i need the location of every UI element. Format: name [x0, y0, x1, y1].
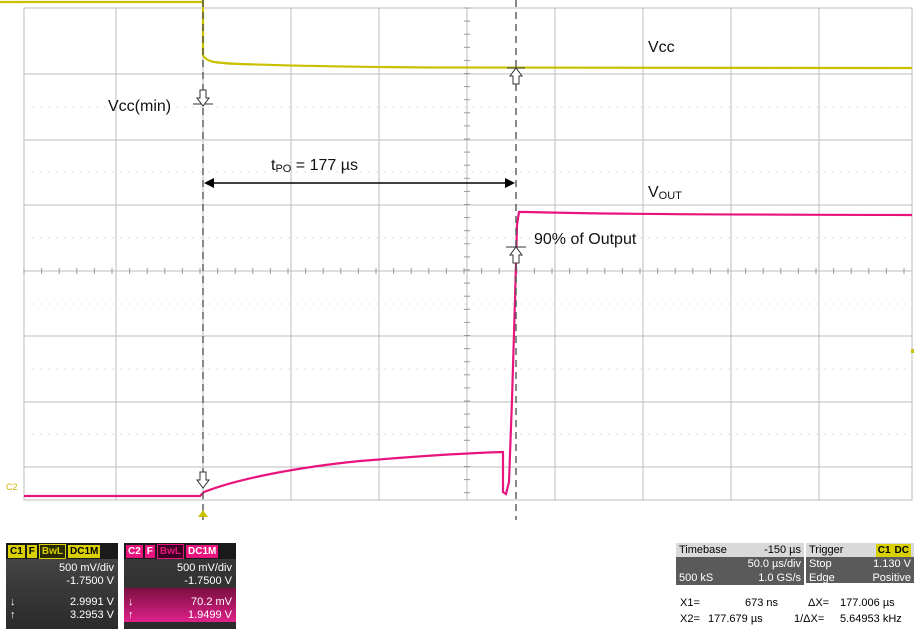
cursor-x2-label: X2= [680, 613, 700, 625]
cursor-dx-label: ΔX= [808, 597, 830, 609]
channel-1-flag-f: F [26, 544, 37, 558]
channel-2-flag-f: F [144, 544, 155, 558]
trigger-panel[interactable]: Trigger C1 DC Stop 1.130 V Edge Positive [806, 543, 914, 583]
tpo-label-main: t [271, 157, 276, 174]
channel-2-header: C2 F BwL DC1M [124, 543, 236, 559]
vout-x1-marker-icon [196, 471, 210, 489]
channel-2-volts-div: 500 mV/div [176, 562, 232, 574]
vout-90-marker-icon [506, 246, 526, 264]
trigger-channel: C1 [875, 544, 893, 557]
trigger-level-icon [911, 349, 914, 353]
c2-edge-tag: C2 [6, 482, 18, 492]
trigger-coupling: DC [892, 544, 911, 557]
vcc-x2-marker-icon [507, 67, 525, 85]
timebase-header: Timebase -150 µs [676, 543, 804, 557]
timebase-panel[interactable]: Timebase -150 µs 50.0 µs/div 500 kS 1.0 … [676, 543, 804, 585]
timebase-rate: 1.0 GS/s [758, 572, 801, 584]
vout-label-main: V [648, 184, 659, 201]
channel-1-tag: C1 [8, 544, 25, 558]
cursor-inv-dx-value: 5.64953 kHz [840, 613, 902, 625]
timebase-label: Timebase [679, 544, 727, 556]
vcc-label: Vcc [648, 39, 675, 56]
channel-1-m1-row: ↓ 2.9991 V [6, 596, 118, 609]
cursor-x1-value: 673 ns [744, 597, 778, 609]
cursor-x2-readout: X2= 177.679 µs 1/ΔX= 5.64953 kHz [680, 613, 914, 625]
tpo-value: = 177 µs [291, 157, 358, 174]
trigger-source: C1 DC [875, 543, 911, 557]
channel-2-bwl: BwL [156, 543, 185, 559]
cursor-inv-dx-label: 1/ΔX= [794, 613, 825, 625]
scope-display [0, 0, 914, 520]
channel-1-header: C1 F BwL DC1M [6, 543, 118, 559]
channel-2-m1-marker: ↓ [128, 596, 134, 608]
cursor-dx-value: 177.006 µs [840, 597, 895, 609]
channel-2-tag: C2 [126, 544, 143, 558]
output-90-label: 90% of Output [534, 231, 637, 248]
tpo-arrow [204, 178, 515, 188]
timebase-div-row: 50.0 µs/div [676, 557, 804, 571]
channel-2-m1-value: 70.2 mV [191, 596, 232, 608]
trigger-position-icon [198, 510, 208, 517]
channel-2-offset: -1.7500 V [184, 575, 232, 587]
channel-1-m1-marker: ↓ [10, 596, 16, 608]
channel-1-bwl: BwL [38, 543, 67, 559]
trigger-header: Trigger C1 DC [806, 543, 914, 557]
cursor-x1-readout: X1= 673 ns ΔX= 177.006 µs [680, 597, 910, 609]
channel-2-m2-marker: ↑ [128, 609, 134, 621]
trigger-level: 1.130 V [873, 558, 911, 570]
channel-2-m2-value: 1.9499 V [187, 609, 232, 621]
trigger-type: Edge [809, 572, 835, 583]
channel-2-m1-row: ↓ 70.2 mV [124, 596, 236, 609]
timebase-delay: -150 µs [764, 544, 801, 556]
timebase-time-div: 50.0 µs/div [747, 558, 801, 570]
vout-label: VOUT [648, 184, 682, 202]
channel-1-m1-value: 2.9991 V [69, 596, 114, 608]
vccmin-label: Vcc(min) [108, 98, 172, 115]
channel-2-coupling: DC1M [186, 544, 219, 558]
channel-1-m2-marker: ↑ [10, 609, 16, 621]
vout-label-sub: OUT [658, 190, 682, 202]
channel-1-volts-div: 500 mV/div [58, 562, 114, 574]
channel-1-m2-row: ↑ 3.2953 V [6, 609, 118, 622]
vcc-trace [0, 0, 913, 70]
channel-1-panel[interactable]: C1 F BwL DC1M 500 mV/div -1.7500 V ↓ 2.9… [6, 543, 118, 629]
tpo-label-sub: PO [275, 163, 292, 175]
cursor-x1-label: X1= [680, 597, 700, 609]
channel-1-m2-value: 3.2953 V [69, 609, 114, 621]
trigger-label: Trigger [809, 544, 844, 556]
trigger-mode-row: Stop 1.130 V [806, 557, 914, 571]
trigger-type-row: Edge Positive [806, 571, 914, 583]
timebase-sample-row: 500 kS 1.0 GS/s [676, 571, 804, 585]
channel-2-panel[interactable]: C2 F BwL DC1M 500 mV/div -1.7500 V ↓ 70.… [124, 543, 236, 629]
graticule-grid [23, 7, 913, 501]
channel-2-m2-row: ↑ 1.9499 V [124, 609, 236, 622]
tpo-label: tPO = 177 µs [271, 157, 358, 175]
channel-1-coupling: DC1M [68, 544, 101, 558]
vout-trace [24, 210, 913, 498]
timebase-samples: 500 kS [679, 572, 714, 584]
cursor-x2-value: 177.679 µs [708, 613, 763, 625]
vccmin-marker-icon [193, 89, 213, 107]
channel-1-offset: -1.7500 V [66, 575, 114, 587]
trigger-mode: Stop [809, 558, 832, 570]
trigger-slope: Positive [872, 572, 911, 583]
